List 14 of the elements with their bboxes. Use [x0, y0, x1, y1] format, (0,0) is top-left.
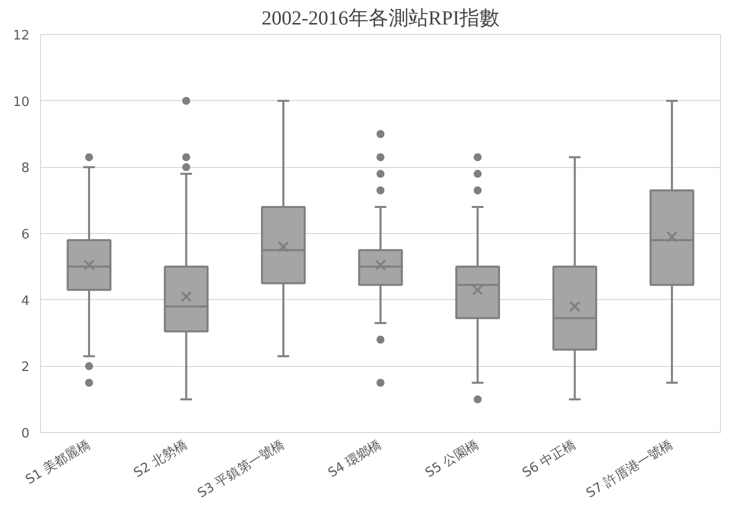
x-tick-label: S2 北勢橋	[131, 437, 190, 482]
x-tick-label: S3 平鎮第一號橋	[195, 437, 288, 502]
x-tick-label: S6 中正橋	[520, 437, 579, 482]
y-tick-label: 0	[21, 426, 30, 442]
y-tick-label: 8	[21, 161, 30, 176]
y-tick-label: 6	[21, 228, 30, 242]
x-tick-label: S5 公園橋	[422, 437, 482, 482]
y-tick-label: 10	[12, 94, 30, 110]
x-tick-label: S7 許厝港一號橋	[584, 437, 676, 502]
y-tick-label: 12	[12, 28, 30, 44]
chart-title: 2002-2016年各測站RPI指數	[262, 8, 500, 30]
y-tick-label: 4	[21, 294, 30, 309]
y-tick-label: 2	[21, 360, 30, 376]
x-tick-label: S4 環鄉橋	[326, 437, 384, 482]
